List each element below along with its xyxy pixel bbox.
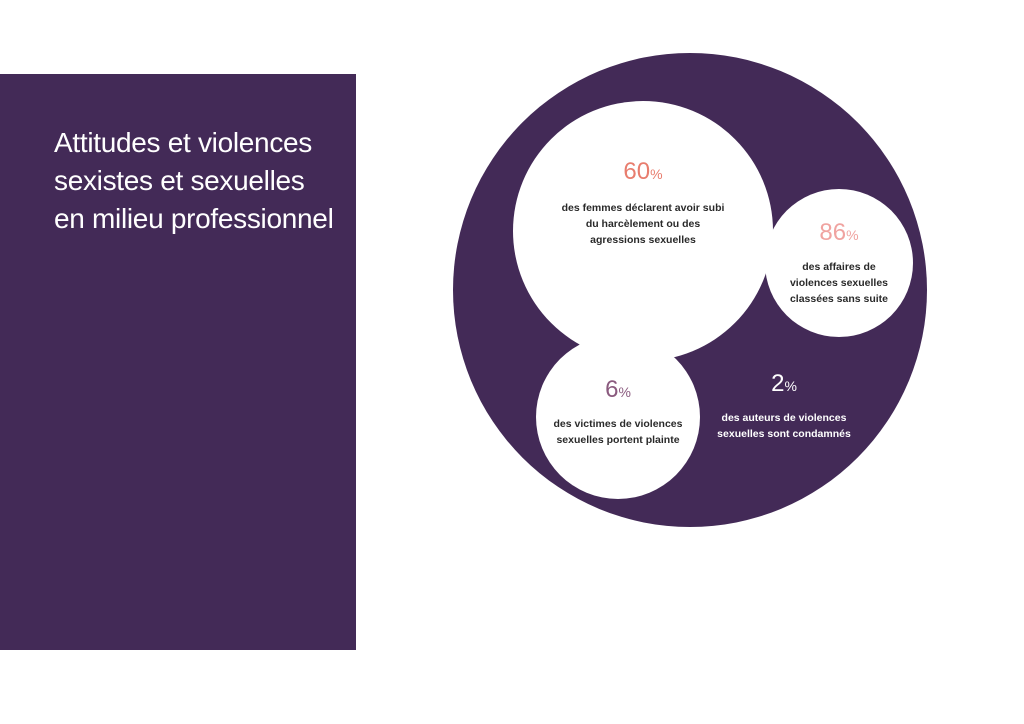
stat-unit: % [618, 384, 631, 400]
stat-number: 2 [771, 370, 785, 397]
stat-unit: % [846, 227, 859, 243]
page-title: Attitudes et violences sexistes et sexue… [54, 127, 334, 234]
stat-description: des affaires de violences sexuelles clas… [789, 261, 889, 305]
stat-value: 2% [704, 372, 864, 396]
stat-number: 60 [623, 158, 651, 185]
stat-number: 86 [819, 219, 847, 246]
circle-86-percent [765, 189, 913, 337]
stat-60-percent: 60% des femmes déclarent avoir subi du h… [513, 160, 773, 248]
stat-6-percent: 6% des victimes de violences sexuelles p… [536, 378, 700, 448]
stat-value: 86% [765, 221, 913, 245]
stat-86-percent: 86% des affaires de violences sexuelles … [765, 221, 913, 307]
side-panel: Attitudes et violences sexistes et sexue… [0, 74, 356, 650]
stat-unit: % [650, 166, 663, 182]
stat-unit: % [784, 378, 797, 394]
stat-value: 60% [513, 160, 773, 184]
stat-value: 6% [536, 378, 700, 402]
stat-description: des femmes déclarent avoir subi du harcè… [561, 202, 725, 246]
stat-2-percent: 2% des auteurs de violences sexuelles so… [704, 372, 864, 442]
stat-number: 6 [605, 376, 619, 403]
circle-6-percent [536, 335, 700, 499]
stat-description: des victimes de violences sexuelles port… [553, 418, 683, 446]
circle-60-percent [513, 101, 773, 361]
stat-description: des auteurs de violences sexuelles sont … [717, 412, 851, 440]
